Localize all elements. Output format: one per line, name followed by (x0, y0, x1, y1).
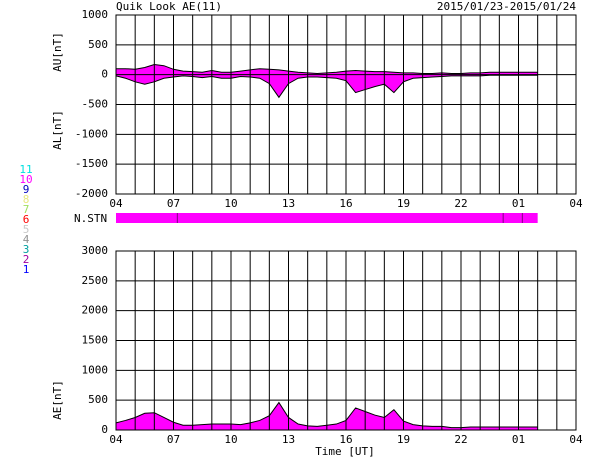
y-tick-label: 500 (88, 38, 108, 51)
y-tick-label: 0 (101, 423, 108, 436)
legend-label: 5 (23, 223, 30, 236)
legend-label: 3 (23, 243, 30, 256)
y-tick-label: 1500 (82, 334, 109, 347)
legend-label: 10 (19, 173, 32, 186)
legend-label: 9 (23, 183, 30, 196)
y-axis-label: AU[nT] (51, 32, 64, 72)
legend-label: 4 (23, 233, 30, 246)
x-tick-label: 19 (397, 433, 410, 446)
legend-label: 1 (23, 263, 30, 276)
legend-label: 8 (23, 193, 30, 206)
x-tick-label: 13 (282, 197, 295, 210)
x-tick-label: 07 (167, 433, 180, 446)
x-tick-label: 16 (339, 197, 352, 210)
x-tick-label: 04 (569, 197, 583, 210)
y-tick-label: -1000 (75, 127, 108, 140)
area (116, 64, 538, 75)
y-axis-label: AE[nT] (51, 380, 64, 420)
x-tick-label: 10 (224, 433, 237, 446)
y-tick-label: 1000 (82, 363, 109, 376)
chart-title: Quik Look AE(11) (116, 0, 222, 13)
x-tick-label: 13 (282, 433, 295, 446)
y-tick-label: -2000 (75, 187, 108, 200)
x-tick-label: 10 (224, 197, 237, 210)
x-axis-label: Time [UT] (315, 445, 375, 458)
legend-label: 7 (23, 203, 30, 216)
x-tick-label: 22 (454, 433, 467, 446)
x-tick-label: 04 (109, 433, 123, 446)
legend-label: 6 (23, 213, 30, 226)
chart-subtitle: 2015/01/23-2015/01/24 (437, 0, 576, 13)
y-tick-label: 3000 (82, 244, 109, 257)
x-tick-label: 01 (512, 433, 525, 446)
y-tick-label: 500 (88, 393, 108, 406)
y-tick-label: 1000 (82, 8, 109, 21)
y-axis-label: AL[nT] (51, 110, 64, 150)
x-tick-label: 19 (397, 197, 410, 210)
plot-frame (115, 14, 577, 195)
y-tick-label: -1500 (75, 157, 108, 170)
nstn-bar (116, 213, 538, 223)
legend-label: 2 (23, 253, 30, 266)
y-tick-label: 0 (101, 68, 108, 81)
x-tick-label: 16 (339, 433, 352, 446)
plot-frame (115, 250, 577, 431)
nstn-label: N.STN (74, 212, 107, 225)
x-tick-label: 01 (512, 197, 525, 210)
y-tick-label: 2000 (82, 304, 109, 317)
area (116, 74, 538, 98)
legend-label: 11 (19, 163, 32, 176)
y-tick-label: -500 (82, 98, 109, 111)
y-tick-label: 2500 (82, 274, 109, 287)
x-tick-label: 07 (167, 197, 180, 210)
x-tick-label: 04 (569, 433, 583, 446)
x-tick-label: 04 (109, 197, 123, 210)
x-tick-label: 22 (454, 197, 467, 210)
